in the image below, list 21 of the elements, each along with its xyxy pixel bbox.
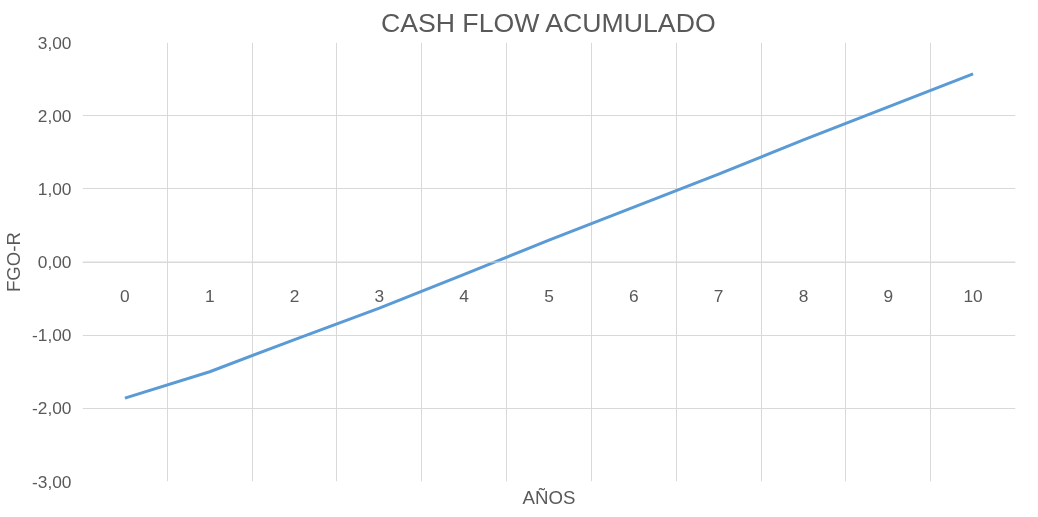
x-tick-label: 9 xyxy=(883,286,894,306)
x-tick-label: 6 xyxy=(629,286,639,306)
x-tick-label: 3 xyxy=(374,286,385,306)
y-tick-label: -3,00 xyxy=(32,471,72,492)
y-tick-label: 2,00 xyxy=(37,105,72,126)
x-tick-label: 0 xyxy=(120,286,130,306)
x-tick-label: 1 xyxy=(204,286,215,306)
x-tick-label: 7 xyxy=(713,286,724,306)
y-tick-label: -2,00 xyxy=(32,398,72,419)
y-tick-label: -1,00 xyxy=(32,325,72,346)
x-axis-title: AÑOS xyxy=(522,486,576,508)
x-tick-label: 8 xyxy=(798,286,809,306)
x-tick-label: 2 xyxy=(289,286,300,306)
y-tick-label: 1,00 xyxy=(37,178,72,199)
x-tick-label: 5 xyxy=(544,286,554,306)
y-tick-label: 0,00 xyxy=(37,252,72,272)
y-tick-label: 3,00 xyxy=(37,32,72,53)
chart-title: CASH FLOW ACUMULADO xyxy=(380,7,716,38)
y-axis-title: FGO-R xyxy=(3,231,24,293)
x-tick-label: 10 xyxy=(963,286,983,306)
x-tick-label: 4 xyxy=(459,286,470,306)
